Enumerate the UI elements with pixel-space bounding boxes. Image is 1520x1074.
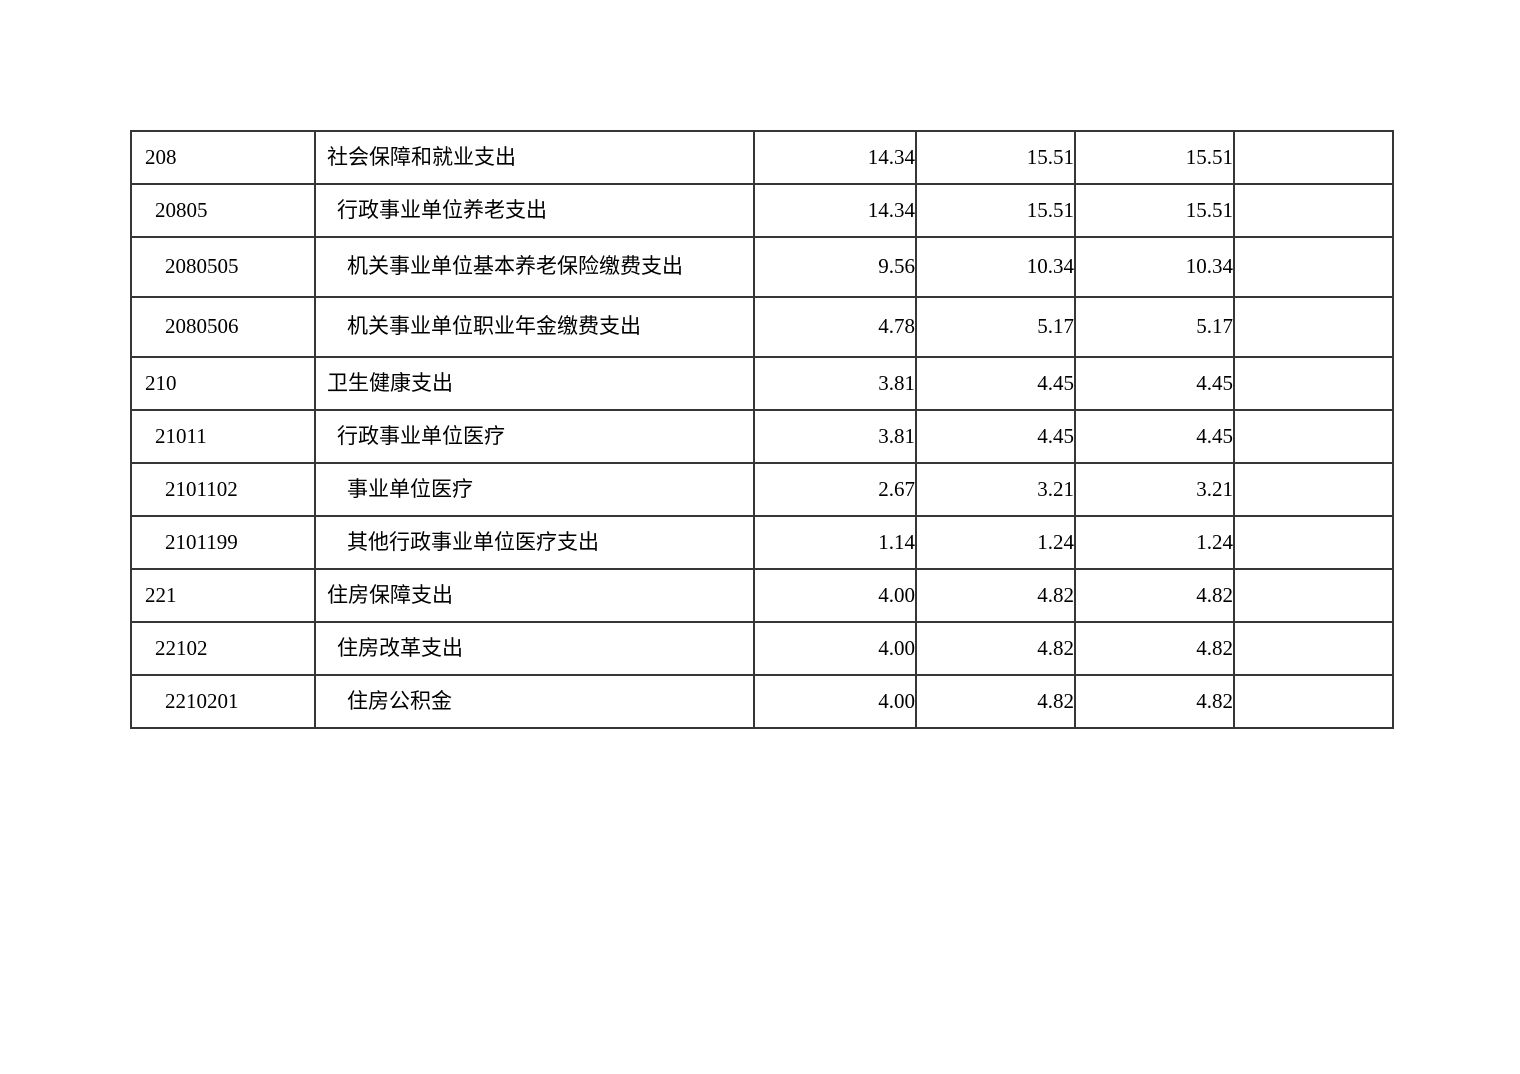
table-row: 208 社会保障和就业支出 14.34 15.51 15.51 [130,130,1394,185]
note-cell [1233,674,1394,729]
amount-cell: 4.82 [915,621,1076,676]
amount-cell: 3.21 [915,462,1076,517]
name-cell: 卫生健康支出 [314,356,755,411]
code-cell: 21011 [130,409,316,464]
amount-cell: 4.00 [753,674,917,729]
note-cell [1233,183,1394,238]
amount-cell: 1.14 [753,515,917,570]
amount-cell: 5.17 [1074,296,1235,358]
table-row: 20805 行政事业单位养老支出 14.34 15.51 15.51 [130,183,1394,238]
code-cell: 221 [130,568,316,623]
amount-cell: 14.34 [753,183,917,238]
budget-table: 208 社会保障和就业支出 14.34 15.51 15.51 20805 行政… [130,130,1394,729]
amount-cell: 1.24 [915,515,1076,570]
table-row: 2101199 其他行政事业单位医疗支出 1.14 1.24 1.24 [130,515,1394,570]
amount-cell: 3.81 [753,409,917,464]
code-cell: 2080506 [130,296,316,358]
code-cell: 20805 [130,183,316,238]
name-cell: 事业单位医疗 [314,462,755,517]
expenditure-table: 208 社会保障和就业支出 14.34 15.51 15.51 20805 行政… [130,130,1394,729]
name-cell: 行政事业单位医疗 [314,409,755,464]
code-cell: 2080505 [130,236,316,298]
amount-cell: 10.34 [915,236,1076,298]
amount-cell: 4.45 [915,409,1076,464]
amount-cell: 4.45 [915,356,1076,411]
table-row: 2210201 住房公积金 4.00 4.82 4.82 [130,674,1394,729]
code-cell: 2101199 [130,515,316,570]
name-cell: 机关事业单位职业年金缴费支出 [314,296,755,358]
amount-cell: 4.82 [1074,674,1235,729]
code-cell: 2210201 [130,674,316,729]
amount-cell: 15.51 [1074,130,1235,185]
amount-cell: 4.82 [915,568,1076,623]
note-cell [1233,356,1394,411]
table-row: 2080505 机关事业单位基本养老保险缴费支出 9.56 10.34 10.3… [130,236,1394,298]
name-cell: 行政事业单位养老支出 [314,183,755,238]
amount-cell: 3.21 [1074,462,1235,517]
amount-cell: 10.34 [1074,236,1235,298]
amount-cell: 4.78 [753,296,917,358]
amount-cell: 4.45 [1074,356,1235,411]
note-cell [1233,515,1394,570]
amount-cell: 9.56 [753,236,917,298]
amount-cell: 15.51 [915,183,1076,238]
note-cell [1233,462,1394,517]
code-cell: 210 [130,356,316,411]
amount-cell: 4.82 [915,674,1076,729]
amount-cell: 14.34 [753,130,917,185]
note-cell [1233,130,1394,185]
table-row: 2101102 事业单位医疗 2.67 3.21 3.21 [130,462,1394,517]
code-cell: 22102 [130,621,316,676]
amount-cell: 1.24 [1074,515,1235,570]
table-row: 21011 行政事业单位医疗 3.81 4.45 4.45 [130,409,1394,464]
note-cell [1233,296,1394,358]
name-cell: 住房保障支出 [314,568,755,623]
name-cell: 社会保障和就业支出 [314,130,755,185]
amount-cell: 4.00 [753,621,917,676]
name-cell: 住房公积金 [314,674,755,729]
note-cell [1233,236,1394,298]
amount-cell: 4.45 [1074,409,1235,464]
note-cell [1233,409,1394,464]
code-cell: 2101102 [130,462,316,517]
amount-cell: 15.51 [915,130,1076,185]
amount-cell: 15.51 [1074,183,1235,238]
table-row: 2080506 机关事业单位职业年金缴费支出 4.78 5.17 5.17 [130,296,1394,358]
amount-cell: 4.00 [753,568,917,623]
name-cell: 住房改革支出 [314,621,755,676]
name-cell: 机关事业单位基本养老保险缴费支出 [314,236,755,298]
table-row: 221 住房保障支出 4.00 4.82 4.82 [130,568,1394,623]
amount-cell: 2.67 [753,462,917,517]
table-row: 22102 住房改革支出 4.00 4.82 4.82 [130,621,1394,676]
table-row: 210 卫生健康支出 3.81 4.45 4.45 [130,356,1394,411]
amount-cell: 4.82 [1074,568,1235,623]
note-cell [1233,621,1394,676]
name-cell: 其他行政事业单位医疗支出 [314,515,755,570]
code-cell: 208 [130,130,316,185]
amount-cell: 4.82 [1074,621,1235,676]
amount-cell: 3.81 [753,356,917,411]
note-cell [1233,568,1394,623]
amount-cell: 5.17 [915,296,1076,358]
